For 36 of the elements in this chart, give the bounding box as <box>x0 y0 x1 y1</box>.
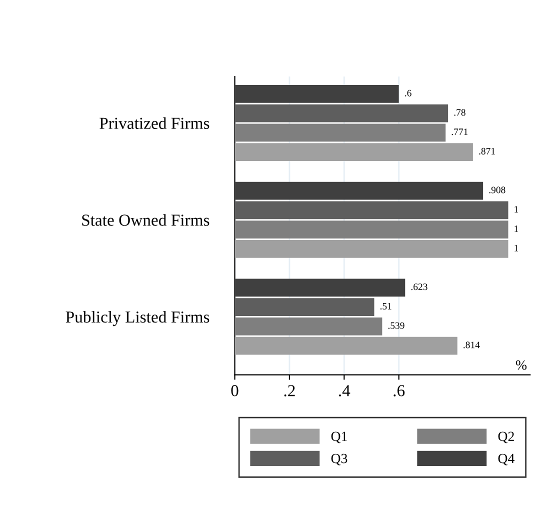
legend-label: Q4 <box>498 454 514 466</box>
data-label: .771 <box>452 128 468 136</box>
data-label: .814 <box>464 342 480 348</box>
bar <box>234 84 399 103</box>
data-label: .51 <box>380 302 392 310</box>
bar <box>234 240 508 258</box>
data-label: .539 <box>388 322 404 329</box>
y-tick-label: Publicly Listed Firms <box>66 310 210 326</box>
legend-label: Q3 <box>331 454 348 466</box>
bar <box>234 317 382 336</box>
legend-label: Q1 <box>331 432 347 444</box>
bar <box>234 201 508 220</box>
data-label: .6 <box>405 90 412 96</box>
bar <box>234 220 508 239</box>
data-label: .908 <box>489 186 506 194</box>
bar <box>234 336 458 355</box>
x-tick-label: .2 <box>284 385 295 396</box>
data-label: 1 <box>514 225 518 232</box>
data-label: .623 <box>411 284 428 290</box>
x-tick-label: .4 <box>339 385 350 396</box>
bar <box>234 143 473 162</box>
x-tick-label: 0 <box>231 385 238 396</box>
y-tick-label: State Owned Firms <box>82 214 210 226</box>
data-label: .78 <box>454 109 466 116</box>
data-label: 1 <box>514 244 518 252</box>
legend-label: Q2 <box>498 432 514 444</box>
bar <box>234 124 446 142</box>
data-label: .871 <box>479 148 495 155</box>
bar <box>234 298 374 316</box>
bar <box>234 278 406 297</box>
bar <box>234 104 448 122</box>
data-label: 1 <box>514 206 518 213</box>
x-tick-label: .6 <box>394 385 405 396</box>
y-tick-label: Privatized Firms <box>100 117 210 129</box>
bar <box>234 182 484 200</box>
x-axis-title: % <box>516 360 527 370</box>
